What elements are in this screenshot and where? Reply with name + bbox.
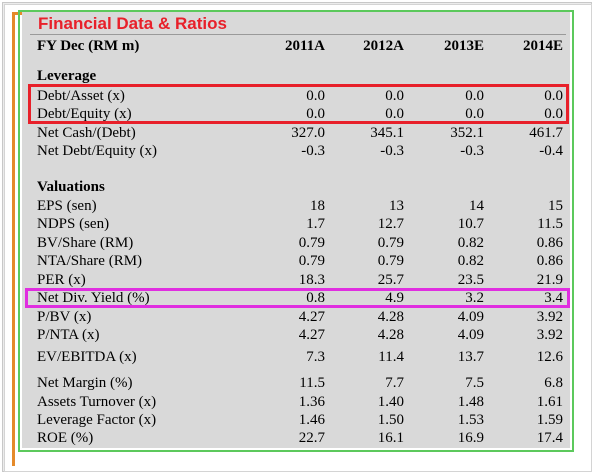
cell-value: 11.5 [537,216,563,232]
cell-value: 1.53 [457,412,484,428]
section-heading-leverage: Leverage [37,68,97,84]
cell-value: 11.5 [299,375,325,391]
cell-value: 11.4 [378,349,404,365]
cell-value: 1.61 [536,394,563,410]
row-label: BV/Share (RM) [37,235,134,251]
cell-value: 0.86 [536,253,563,269]
cell-value: 461.7 [529,125,563,141]
row-label: Net Cash/(Debt) [37,125,136,141]
cell-value: 0.79 [298,235,325,251]
section-heading-valuations: Valuations [37,179,105,195]
cell-value: 0.82 [457,235,484,251]
cell-value: 13.7 [457,349,484,365]
cell-value: 1.59 [536,412,563,428]
column-header: 2012A [363,38,404,54]
cell-value: 0.82 [457,253,484,269]
cell-value: 4.27 [298,309,325,325]
cell-value: 352.1 [450,125,484,141]
table-title: Financial Data & Ratios [38,14,227,33]
highlight-box-magenta [25,288,570,308]
cell-value: 4.28 [377,309,404,325]
cell-value: 3.92 [536,327,563,343]
highlight-box-red [28,84,569,124]
cell-value: 327.0 [291,125,325,141]
row-label: Debt/Equity (x) [37,106,132,122]
cell-value: 18 [310,198,325,214]
row-label: ROE (%) [37,430,94,446]
cell-value: 1.7 [306,216,325,232]
cell-value: 21.9 [536,272,563,288]
cell-value: 7.5 [465,375,484,391]
cell-value: 17.4 [536,430,563,446]
row-label: EPS (sen) [37,198,97,214]
row-label: Net Margin (%) [37,375,133,391]
cell-value: -0.3 [301,143,325,159]
column-header: 2014E [522,38,563,54]
cell-value: 1.36 [298,394,325,410]
cell-value: 0.86 [536,235,563,251]
cell-value: -0.3 [380,143,404,159]
cell-value: 22.7 [298,430,325,446]
cell-value: 7.3 [306,349,325,365]
cell-value: 10.7 [457,216,484,232]
cell-value: 0.0 [465,88,484,104]
cell-value: 0.0 [385,88,404,104]
row-label: P/BV (x) [37,309,92,325]
cell-value: -0.3 [460,143,484,159]
row-label: Net Debt/Equity (x) [37,143,157,159]
cell-value: 0.0 [465,106,484,122]
cell-value: 0.0 [306,88,325,104]
cell-value: 4.27 [298,327,325,343]
cell-value: 0.0 [544,106,563,122]
cell-value: 0.79 [298,253,325,269]
cell-value: 0.79 [377,253,404,269]
cell-value: 4.09 [457,327,484,343]
green-frame [18,10,574,452]
row-label: NDPS (sen) [37,216,110,232]
cell-value: 3.4 [544,290,563,306]
cell-value: 18.3 [298,272,325,288]
cell-value: 23.5 [457,272,484,288]
cell-value: 3.92 [536,309,563,325]
cell-value: 13 [389,198,404,214]
row-label: Leverage Factor (x) [37,412,157,428]
row-label: Debt/Asset (x) [37,88,125,104]
cell-value: 15 [548,198,563,214]
cell-value: 16.1 [377,430,404,446]
cell-value: 12.7 [377,216,404,232]
cell-value: 345.1 [370,125,404,141]
cell-value: 0.0 [385,106,404,122]
cell-value: 16.9 [457,430,484,446]
column-header: 2011A [284,38,325,54]
cell-value: 1.50 [377,412,404,428]
cell-value: 14 [469,198,484,214]
cell-value: 0.79 [377,235,404,251]
cell-value: 4.9 [385,290,404,306]
cell-value: 4.28 [377,327,404,343]
row-label: NTA/Share (RM) [37,253,143,269]
table-panel [22,10,570,448]
cell-value: 7.7 [385,375,404,391]
row-label: EV/EBITDA (x) [37,349,137,365]
row-label: Assets Turnover (x) [37,394,157,410]
column-header: 2013E [443,38,484,54]
cell-value: 1.40 [377,394,404,410]
cell-value: 0.8 [306,290,325,306]
cell-value: 12.6 [536,349,563,365]
row-label: PER (x) [37,272,86,288]
header-label: FY Dec (RM m) [37,38,140,54]
title-divider [30,34,566,35]
cell-value: 0.0 [544,88,563,104]
cell-value: 1.46 [298,412,325,428]
cell-value: 6.8 [544,375,563,391]
cell-value: 0.0 [306,106,325,122]
cell-value: 1.48 [457,394,484,410]
row-label: Net Div. Yield (%) [37,290,150,306]
cell-value: 3.2 [465,290,484,306]
cell-value: 25.7 [377,272,404,288]
cell-value: -0.4 [539,143,563,159]
row-label: P/NTA (x) [37,327,100,343]
cell-value: 4.09 [457,309,484,325]
